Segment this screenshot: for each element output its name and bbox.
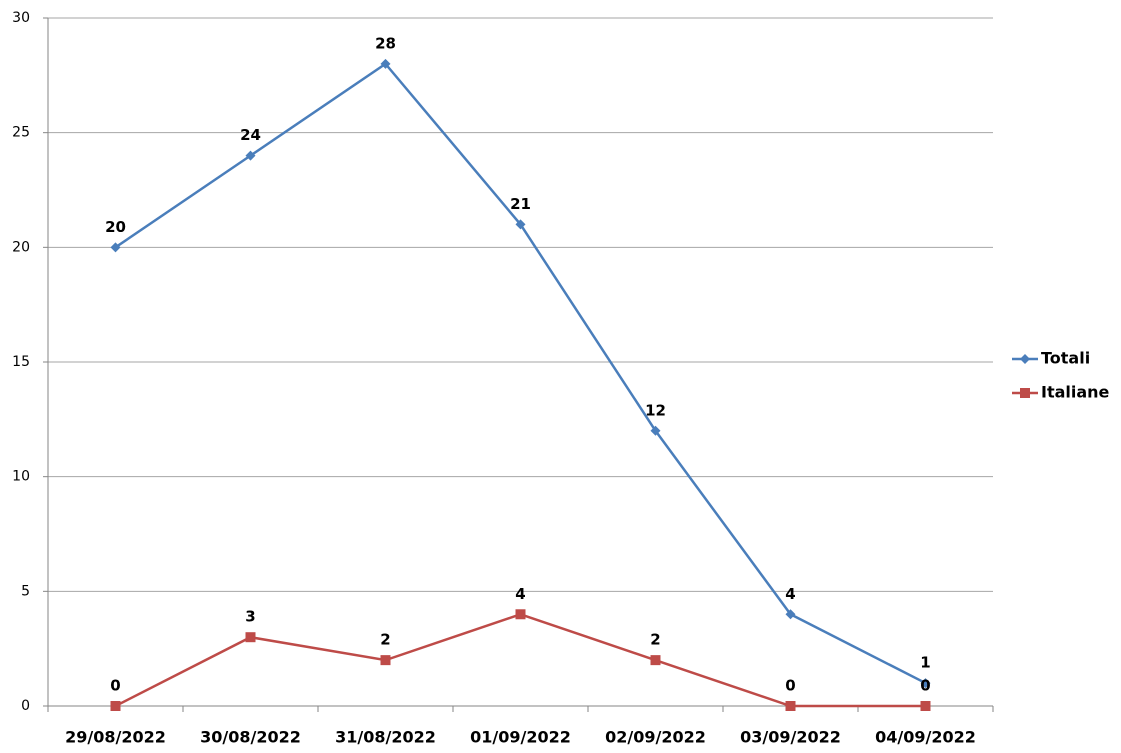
data-label: 0 <box>785 677 795 695</box>
y-tick-label: 25 <box>12 125 30 141</box>
marker <box>650 425 661 436</box>
data-label: 4 <box>785 585 795 603</box>
data-label: 20 <box>105 218 126 236</box>
data-label: 28 <box>375 34 396 52</box>
marker <box>920 678 931 689</box>
data-label: 0 <box>920 677 930 695</box>
y-tick-label: 10 <box>12 469 30 485</box>
marker <box>515 609 526 620</box>
legend-label: Totali <box>1041 349 1090 368</box>
x-tick-label: 02/09/2022 <box>605 728 706 747</box>
marker <box>785 609 796 620</box>
y-tick-label: 5 <box>21 583 30 599</box>
marker <box>1020 388 1030 398</box>
x-tick-label: 31/08/2022 <box>335 728 436 747</box>
marker <box>515 219 526 230</box>
data-label: 12 <box>645 401 666 419</box>
data-label: 0 <box>110 677 120 695</box>
data-label: 21 <box>510 195 531 213</box>
marker <box>380 655 391 666</box>
data-label: 2 <box>380 631 390 649</box>
marker <box>785 701 796 711</box>
data-label: 1 <box>920 654 930 672</box>
y-tick-label: 15 <box>12 354 30 370</box>
data-label: 24 <box>240 126 261 144</box>
legend-label: Italiane <box>1041 383 1110 402</box>
x-tick-label: 03/09/2022 <box>740 728 841 747</box>
x-tick-label: 30/08/2022 <box>200 728 301 747</box>
x-tick-label: 04/09/2022 <box>875 728 976 747</box>
line <box>114 612 926 708</box>
y-tick-label: 0 <box>21 698 30 714</box>
marker <box>110 701 121 711</box>
marker <box>920 701 931 711</box>
marker <box>245 150 256 161</box>
marker <box>650 655 661 666</box>
x-tick-label: 01/09/2022 <box>470 728 571 747</box>
marker <box>245 632 256 643</box>
x-tick-label: 29/08/2022 <box>65 728 166 747</box>
data-label: 4 <box>515 585 525 603</box>
marker <box>1020 354 1030 364</box>
data-label: 2 <box>650 631 660 649</box>
marker <box>380 58 391 69</box>
marker <box>110 242 121 253</box>
y-tick-label: 20 <box>12 239 30 255</box>
y-tick-label: 30 <box>12 10 30 26</box>
data-label: 3 <box>245 608 255 626</box>
